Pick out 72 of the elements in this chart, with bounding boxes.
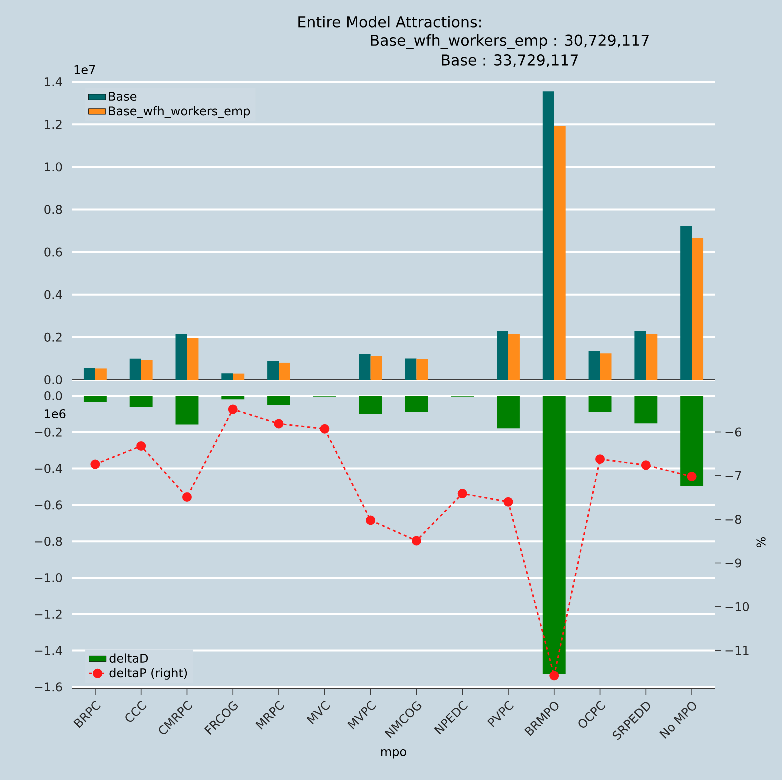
y2-tick-label: −10 bbox=[726, 602, 750, 612]
text: 1e7 bbox=[74, 66, 96, 74]
bar bbox=[130, 358, 142, 380]
bar bbox=[359, 354, 371, 380]
bar bbox=[634, 331, 646, 380]
y2-tick-label: −6 bbox=[726, 428, 742, 437]
point bbox=[90, 460, 100, 470]
bar bbox=[646, 334, 658, 380]
point bbox=[228, 404, 238, 414]
point bbox=[366, 516, 376, 526]
bar bbox=[588, 351, 600, 380]
bar bbox=[187, 338, 199, 380]
bar bbox=[554, 126, 566, 380]
bar bbox=[268, 361, 280, 380]
bar bbox=[508, 334, 520, 380]
y2-axis-title: % bbox=[756, 537, 766, 548]
point bbox=[596, 454, 606, 464]
point bbox=[504, 497, 514, 507]
y-tick-label: 0.6 bbox=[44, 248, 62, 257]
y2-tick-label: −7 bbox=[726, 472, 742, 480]
text: Base : 33,729,117 bbox=[442, 54, 578, 68]
y-tick-label: −1.0 bbox=[35, 573, 62, 583]
y-tick-label: 0.2 bbox=[44, 332, 62, 342]
point bbox=[641, 460, 651, 470]
text: 1e6 bbox=[45, 409, 66, 419]
bar bbox=[416, 359, 428, 380]
point bbox=[274, 419, 284, 429]
bar bbox=[95, 368, 107, 380]
bar bbox=[370, 356, 382, 380]
chart-subtitle: Base_wfh_workers_emp : 30,729,117 bbox=[371, 34, 649, 50]
y-tick-label: −1.6 bbox=[35, 682, 62, 692]
y-tick-label: −0.8 bbox=[35, 537, 62, 546]
bar bbox=[542, 92, 554, 380]
y-tick-label: 1.2 bbox=[45, 120, 62, 130]
legend-label: deltaP (right) bbox=[110, 668, 188, 680]
point bbox=[550, 671, 560, 681]
y-tick-label: 1.0 bbox=[45, 162, 62, 172]
chart-title: Entire Model Attractions: bbox=[298, 16, 482, 28]
y-tick-label: 1.4 bbox=[45, 78, 62, 86]
bar bbox=[233, 374, 245, 380]
legend-label: Base_wfh_workers_emp bbox=[109, 106, 250, 118]
bar bbox=[497, 331, 508, 380]
bar bbox=[600, 354, 612, 380]
bar bbox=[222, 374, 234, 380]
y-tick-label: −1.2 bbox=[35, 610, 62, 619]
bar bbox=[141, 360, 153, 380]
x-axis-title: mpo bbox=[382, 750, 406, 759]
point bbox=[136, 441, 146, 451]
y-tick-label: 0.0 bbox=[44, 391, 62, 401]
point bbox=[412, 536, 422, 546]
legend-label: deltaD bbox=[110, 654, 148, 663]
bar bbox=[84, 368, 96, 380]
y2-tick-label: −11 bbox=[726, 646, 749, 655]
y2-tick-label: −9 bbox=[726, 558, 742, 568]
y2-tick-label: −8 bbox=[726, 515, 742, 524]
point bbox=[182, 492, 192, 502]
y-tick-label: −1.4 bbox=[35, 646, 62, 656]
point bbox=[320, 424, 330, 434]
y-tick-label: 0.8 bbox=[44, 205, 62, 214]
legend-label: Base bbox=[109, 92, 137, 102]
bar bbox=[176, 334, 188, 380]
point bbox=[687, 472, 697, 482]
bar bbox=[680, 226, 692, 380]
y-tick-label: −0.6 bbox=[35, 500, 62, 510]
bar bbox=[279, 362, 290, 380]
bar bbox=[405, 358, 417, 380]
y-tick-label: −0.2 bbox=[35, 428, 62, 437]
y-tick-label: 0.0 bbox=[44, 375, 62, 385]
y-tick-label: 0.4 bbox=[44, 290, 62, 300]
y-tick-label: −0.4 bbox=[35, 464, 62, 474]
bar bbox=[692, 238, 704, 380]
point bbox=[458, 489, 468, 499]
